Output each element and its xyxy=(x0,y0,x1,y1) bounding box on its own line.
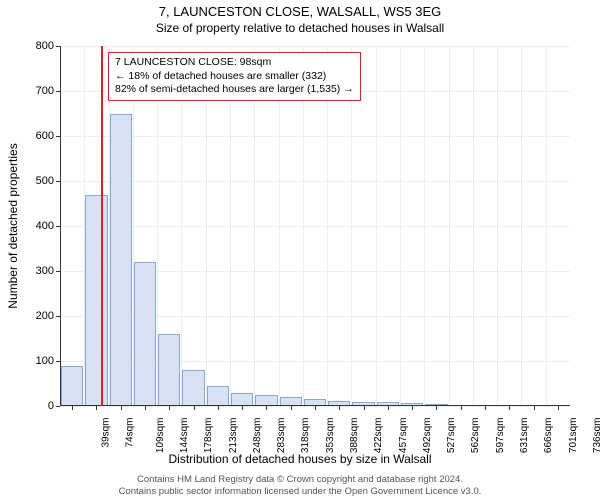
footer-line-2: Contains public sector information licen… xyxy=(0,486,600,498)
x-tick-label: 109sqm xyxy=(155,418,166,454)
y-tick-label: 600 xyxy=(36,130,54,142)
histogram-bar xyxy=(61,366,83,407)
x-tick-label: 666sqm xyxy=(543,418,554,454)
y-tick-mark xyxy=(56,181,60,182)
x-tick-label: 353sqm xyxy=(325,418,336,454)
x-tick-mark xyxy=(558,406,559,410)
x-tick-mark xyxy=(218,406,219,410)
x-tick-label: 597sqm xyxy=(495,418,506,454)
x-tick-mark xyxy=(461,406,462,410)
grid-line-horizontal xyxy=(60,136,570,137)
annotation-line: 7 LAUNCESTON CLOSE: 98sqm xyxy=(115,56,354,70)
x-tick-label: 701sqm xyxy=(568,418,579,454)
x-tick-label: 736sqm xyxy=(592,418,600,454)
histogram-bar xyxy=(85,195,107,407)
x-tick-mark xyxy=(436,406,437,410)
grid-line-vertical xyxy=(424,46,425,406)
x-tick-label: 492sqm xyxy=(422,418,433,454)
annotation-box: 7 LAUNCESTON CLOSE: 98sqm← 18% of detach… xyxy=(108,52,361,101)
footer-attribution: Contains HM Land Registry data © Crown c… xyxy=(0,474,600,498)
x-tick-label: 248sqm xyxy=(252,418,263,454)
grid-line-horizontal xyxy=(60,181,570,182)
y-tick-label: 500 xyxy=(36,175,54,187)
annotation-line: ← 18% of detached houses are smaller (33… xyxy=(115,70,354,84)
y-tick-label: 100 xyxy=(36,355,54,367)
x-tick-label: 562sqm xyxy=(471,418,482,454)
y-tick-label: 0 xyxy=(48,400,54,412)
y-tick-label: 300 xyxy=(36,265,54,277)
page-subtitle: Size of property relative to detached ho… xyxy=(0,19,600,41)
x-tick-label: 74sqm xyxy=(125,418,136,448)
y-tick-mark xyxy=(56,46,60,47)
x-tick-mark xyxy=(145,406,146,410)
x-tick-mark xyxy=(194,406,195,410)
x-tick-mark xyxy=(315,406,316,410)
x-tick-label: 283sqm xyxy=(276,418,287,454)
histogram-bar xyxy=(231,393,253,407)
grid-line-vertical xyxy=(449,46,450,406)
x-tick-mark xyxy=(485,406,486,410)
x-tick-label: 318sqm xyxy=(301,418,312,454)
x-tick-mark xyxy=(291,406,292,410)
grid-line-horizontal xyxy=(60,46,570,47)
grid-line-vertical xyxy=(473,46,474,406)
x-tick-mark xyxy=(412,406,413,410)
y-tick-mark xyxy=(56,316,60,317)
x-tick-mark xyxy=(339,406,340,410)
x-axis-label: Distribution of detached houses by size … xyxy=(0,452,600,466)
x-tick-mark xyxy=(388,406,389,410)
y-tick-label: 200 xyxy=(36,310,54,322)
y-axis-line xyxy=(60,46,61,406)
grid-line-vertical xyxy=(376,46,377,406)
x-tick-mark xyxy=(242,406,243,410)
histogram-bar xyxy=(134,262,156,406)
x-tick-label: 631sqm xyxy=(519,418,530,454)
y-tick-label: 700 xyxy=(36,85,54,97)
y-axis-label: Number of detached properties xyxy=(6,143,20,308)
x-tick-label: 457sqm xyxy=(398,418,409,454)
histogram-bar xyxy=(158,334,180,406)
grid-line-vertical xyxy=(521,46,522,406)
y-tick-mark xyxy=(56,406,60,407)
x-tick-mark xyxy=(96,406,97,410)
x-tick-label: 213sqm xyxy=(228,418,239,454)
y-tick-label: 800 xyxy=(36,40,54,52)
y-tick-mark xyxy=(56,271,60,272)
y-tick-mark xyxy=(56,361,60,362)
y-tick-mark xyxy=(56,91,60,92)
footer-line-1: Contains HM Land Registry data © Crown c… xyxy=(0,474,600,486)
x-tick-mark xyxy=(534,406,535,410)
grid-line-vertical xyxy=(497,46,498,406)
grid-line-vertical xyxy=(546,46,547,406)
grid-line-horizontal xyxy=(60,226,570,227)
histogram-bar xyxy=(207,386,229,406)
x-tick-mark xyxy=(364,406,365,410)
y-tick-mark xyxy=(56,136,60,137)
x-tick-mark xyxy=(266,406,267,410)
x-tick-mark xyxy=(72,406,73,410)
x-tick-label: 422sqm xyxy=(373,418,384,454)
page-title: 7, LAUNCESTON CLOSE, WALSALL, WS5 3EG xyxy=(0,0,600,19)
x-tick-mark xyxy=(509,406,510,410)
y-tick-label: 400 xyxy=(36,220,54,232)
reference-line xyxy=(101,46,103,406)
histogram-bar xyxy=(110,114,132,407)
histogram-bar xyxy=(182,370,204,406)
y-tick-mark xyxy=(56,226,60,227)
x-tick-label: 178sqm xyxy=(203,418,214,454)
annotation-line: 82% of semi-detached houses are larger (… xyxy=(115,83,354,97)
x-tick-label: 388sqm xyxy=(349,418,360,454)
grid-line-vertical xyxy=(400,46,401,406)
x-tick-mark xyxy=(121,406,122,410)
x-tick-label: 144sqm xyxy=(179,418,190,454)
x-tick-label: 39sqm xyxy=(101,418,112,448)
x-tick-label: 527sqm xyxy=(446,418,457,454)
x-tick-mark xyxy=(169,406,170,410)
